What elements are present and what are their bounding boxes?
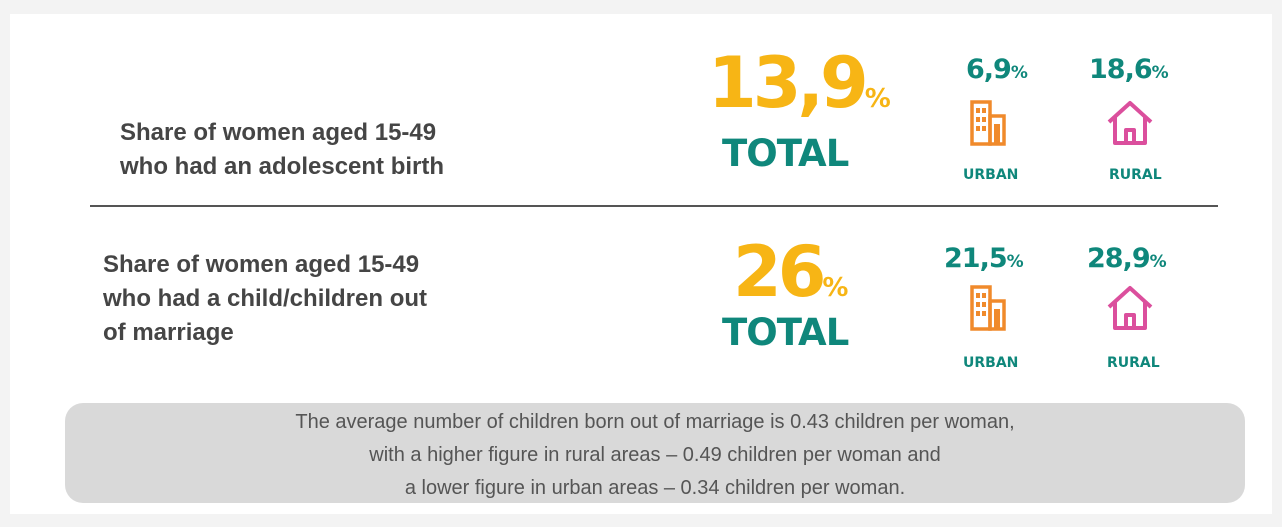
percent-sign: % <box>1151 63 1169 83</box>
percent-sign: % <box>1006 252 1024 272</box>
rural-label: RURAL <box>1109 167 1162 183</box>
row-label: of marriage <box>103 319 234 346</box>
rural-number: 28,9 <box>1087 243 1151 274</box>
note-line: a lower figure in urban areas – 0.34 chi… <box>404 477 906 499</box>
total-label: TOTAL <box>722 311 849 354</box>
urban-label: URBAN <box>963 167 1019 183</box>
divider <box>90 205 1218 207</box>
rural-label: RURAL <box>1107 355 1160 371</box>
row-label: Share of women aged 15-49 <box>103 251 420 278</box>
row-label: Share of women aged 15-49 <box>120 119 437 146</box>
urban-label: URBAN <box>963 355 1019 371</box>
urban-value: 6,9% <box>966 55 1028 88</box>
total-value: 13,9% <box>708 48 891 134</box>
total-label: TOTAL <box>722 132 849 175</box>
total-number: 26 <box>733 231 826 313</box>
rural-value: 28,9% <box>1087 244 1167 277</box>
percent-sign: % <box>822 273 849 303</box>
percent-sign: % <box>864 84 891 114</box>
total-number: 13,9 <box>708 42 869 124</box>
row-label: who had a child/children out <box>103 285 428 312</box>
urban-number: 21,5 <box>944 243 1008 274</box>
urban-value: 21,5% <box>944 244 1024 277</box>
note-box: The average number of children born out … <box>65 403 1245 503</box>
note-line: The average number of children born out … <box>295 411 1015 433</box>
urban-icon <box>970 100 1006 146</box>
rural-icon <box>1107 101 1153 145</box>
urban-number: 6,9 <box>966 54 1012 85</box>
rural-number: 18,6 <box>1089 54 1153 85</box>
rural-icon <box>1107 286 1153 330</box>
note-line: with a higher figure in rural areas – 0.… <box>369 444 941 466</box>
rural-value: 18,6% <box>1089 55 1169 88</box>
row-label: who had an adolescent birth <box>120 153 445 180</box>
percent-sign: % <box>1010 63 1028 83</box>
urban-icon <box>970 285 1006 331</box>
percent-sign: % <box>1149 252 1167 272</box>
total-value: 26% <box>733 237 848 323</box>
